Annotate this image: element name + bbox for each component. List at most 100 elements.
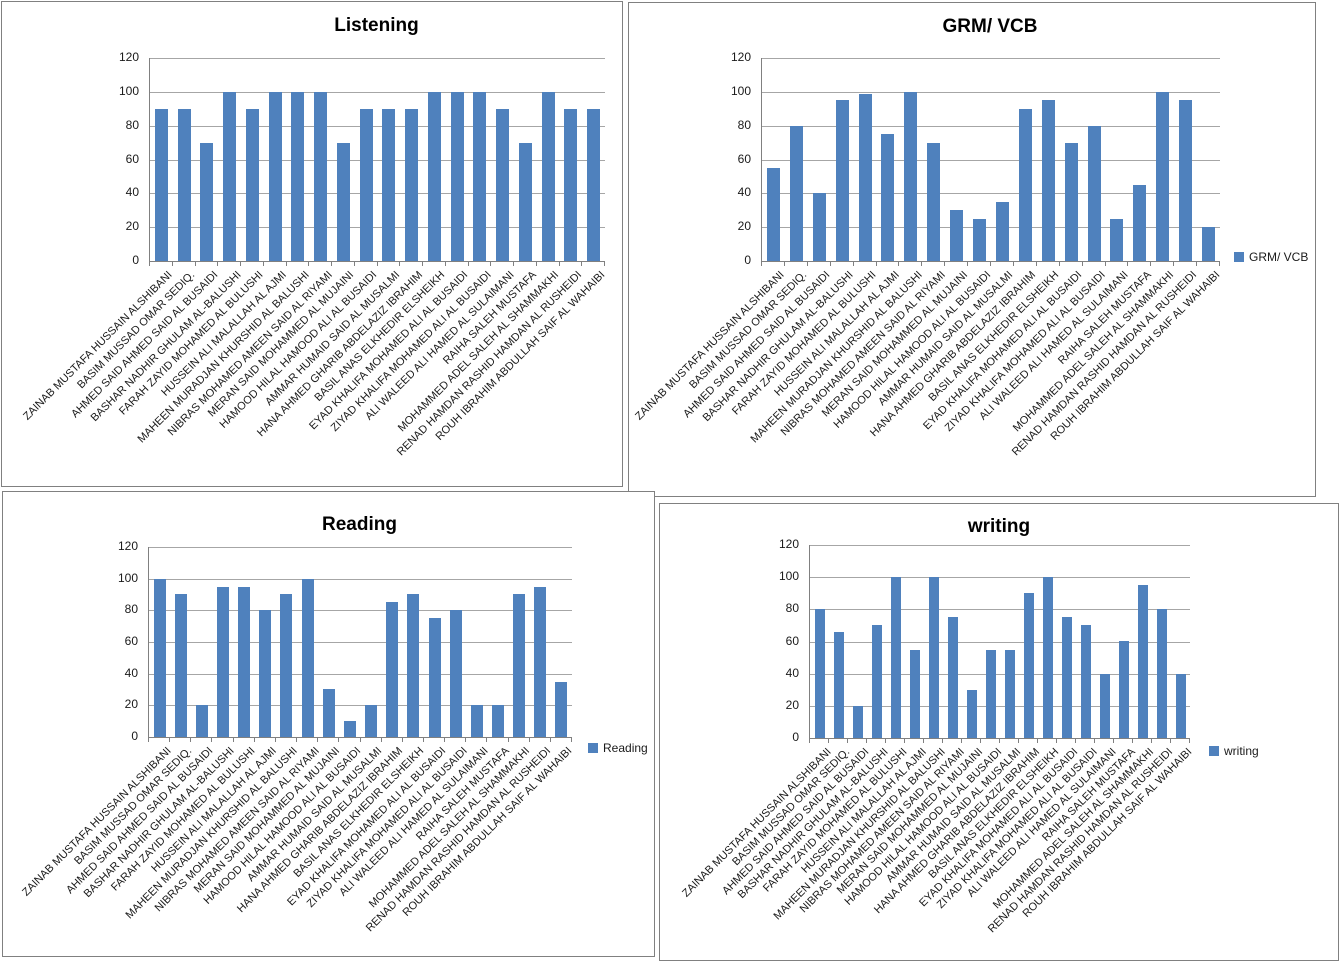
bar <box>360 109 373 261</box>
gridline <box>762 58 1220 59</box>
y-axis-label: 100 <box>118 84 139 98</box>
chart-title-grm-vcb: GRM/ VCB <box>942 16 1038 37</box>
x-axis-tick <box>828 739 829 743</box>
bar <box>155 109 168 261</box>
x-axis-tick <box>399 262 400 266</box>
bar <box>337 143 350 261</box>
bar <box>302 579 314 737</box>
x-axis-tick <box>807 262 808 266</box>
x-axis-tick <box>1151 739 1152 743</box>
x-axis-tick <box>195 262 196 266</box>
bar <box>519 143 532 261</box>
y-axis-label: 100 <box>778 569 799 583</box>
bar <box>1157 609 1167 738</box>
x-axis-tick <box>275 738 276 742</box>
bar <box>496 109 509 261</box>
x-axis-tick <box>263 262 264 266</box>
bar <box>269 92 282 261</box>
x-axis-tick <box>240 262 241 266</box>
bar <box>587 109 600 261</box>
x-axis-tick <box>377 262 378 266</box>
gridline <box>150 58 605 59</box>
x-axis-tick <box>217 262 218 266</box>
x-axis-tick <box>1036 262 1037 266</box>
x-axis-tick <box>1094 739 1095 743</box>
bar <box>929 577 939 738</box>
bar <box>223 92 236 261</box>
x-axis-tick <box>1075 739 1076 743</box>
bar <box>986 650 996 738</box>
bar <box>196 705 208 737</box>
bar <box>450 610 462 737</box>
x-axis-tick <box>1170 739 1171 743</box>
x-axis-tick <box>1105 262 1106 266</box>
bar <box>175 594 187 737</box>
x-axis-tick <box>1189 739 1190 743</box>
bar <box>927 143 940 261</box>
x-axis-tick <box>148 738 149 742</box>
gridline <box>150 227 605 228</box>
bar <box>1024 593 1034 738</box>
gridline <box>762 160 1220 161</box>
bar <box>1088 126 1101 261</box>
bar <box>154 579 166 737</box>
bar <box>1042 100 1055 261</box>
bar <box>1065 143 1078 261</box>
gridline <box>150 193 605 194</box>
bar <box>1043 577 1053 738</box>
y-axis-label: 120 <box>117 539 138 553</box>
bar <box>200 143 213 261</box>
bar <box>1156 92 1169 261</box>
bar <box>1119 641 1129 738</box>
bar <box>1138 585 1148 738</box>
gridline <box>810 674 1190 675</box>
y-axis-label: 40 <box>125 185 139 199</box>
bar <box>178 109 191 261</box>
gridline <box>150 92 605 93</box>
bar <box>1062 617 1072 738</box>
bar <box>314 92 327 261</box>
bar <box>1100 674 1110 738</box>
y-axis-label: 100 <box>117 571 138 585</box>
y-axis-label: 40 <box>124 666 138 680</box>
x-axis-tick <box>445 262 446 266</box>
x-axis-tick <box>536 262 537 266</box>
bar <box>344 721 356 737</box>
gridline <box>762 126 1220 127</box>
x-axis-tick <box>1132 739 1133 743</box>
bar <box>967 690 977 738</box>
x-axis-tick <box>830 262 831 266</box>
chart-panel-writing: writing writing 0 20 40 60 80 100 120 ZAINAB MU… <box>659 503 1339 961</box>
gridline <box>149 674 572 675</box>
x-axis-tick <box>761 262 762 266</box>
x-axis-tick <box>923 739 924 743</box>
bar <box>910 650 920 738</box>
legend-swatch-icon <box>1209 746 1219 756</box>
bar <box>471 705 483 737</box>
y-axis-label: 40 <box>785 666 799 680</box>
x-axis-tick <box>921 262 922 266</box>
x-axis-tick <box>1219 262 1220 266</box>
bar <box>1202 227 1215 261</box>
x-axis-tick <box>559 262 560 266</box>
y-axis-label: 120 <box>118 50 139 64</box>
bar <box>386 602 398 737</box>
x-axis-tick <box>254 738 255 742</box>
y-axis-label: 0 <box>131 729 138 743</box>
y-axis-label: 60 <box>125 152 139 166</box>
legend-label: Reading <box>603 741 648 755</box>
gridline <box>149 579 572 580</box>
legend-swatch-icon <box>588 743 598 753</box>
bar <box>534 587 546 737</box>
bar <box>323 689 335 737</box>
x-axis-tick <box>885 739 886 743</box>
y-axis-label: 80 <box>737 118 751 132</box>
bar <box>451 92 464 261</box>
bar <box>950 210 963 261</box>
gridline <box>810 577 1190 578</box>
y-axis-label: 20 <box>124 697 138 711</box>
y-axis-label: 20 <box>737 219 751 233</box>
x-axis-tick <box>423 738 424 742</box>
legend-reading: Reading <box>588 741 648 755</box>
x-axis-tick <box>308 262 309 266</box>
